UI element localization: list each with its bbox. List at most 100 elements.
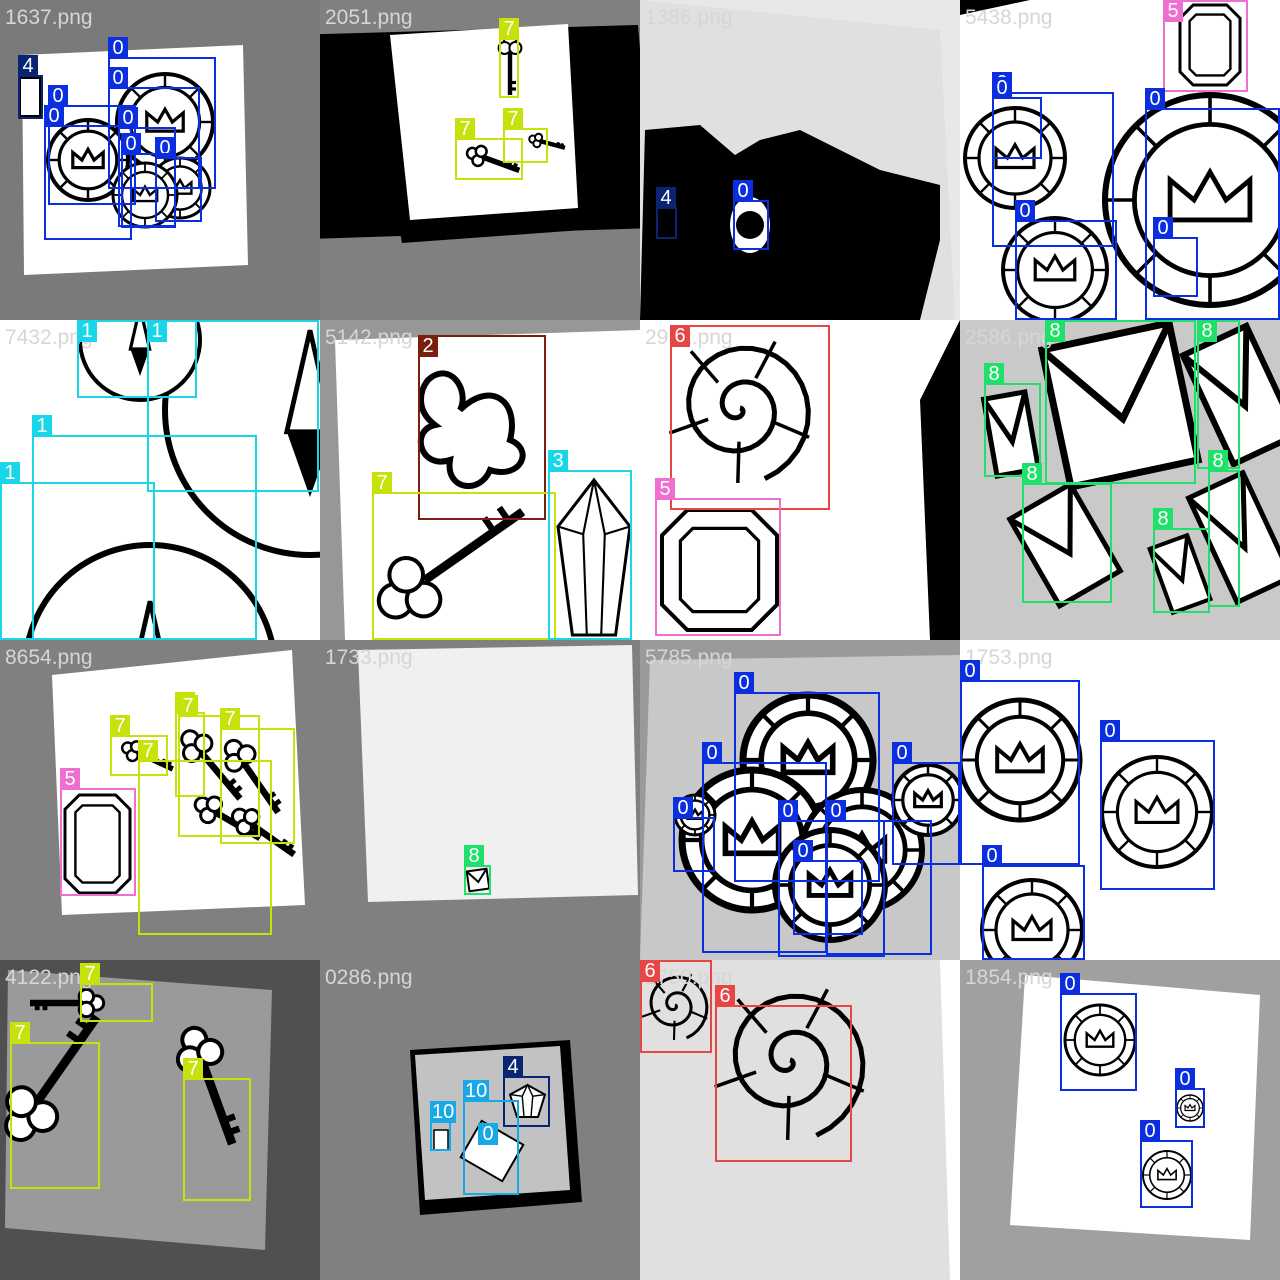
detection-box: 7	[178, 695, 260, 837]
detection-class-label: 8	[1045, 320, 1065, 342]
detection-class-label: 4	[18, 55, 38, 77]
detection-box: 0	[892, 742, 960, 865]
detection-box: 2	[418, 335, 546, 520]
tile-image	[960, 0, 1280, 320]
detection-class-label: 7	[10, 1022, 30, 1044]
detection-class-label: 7	[503, 108, 523, 130]
detection-class-label: 0	[702, 742, 722, 764]
detection-class-label: 8	[1022, 463, 1042, 485]
detection-class-label: 0	[1153, 217, 1173, 239]
detection-class-label: 0	[108, 37, 128, 59]
detection-box: 0	[478, 1123, 498, 1145]
image-tile: 5142.png 2 7 3	[320, 320, 640, 640]
detection-class-label: 0	[778, 800, 798, 822]
detection-box: 0	[1145, 88, 1280, 320]
detection-class-label: 8	[1197, 320, 1217, 342]
detection-class-label: 8	[1153, 508, 1173, 530]
image-tile: 8654.png777775	[0, 640, 320, 960]
detection-class-label: 0	[118, 107, 138, 129]
detection-class-label: 2	[418, 335, 438, 357]
detection-class-label: 0	[734, 672, 754, 694]
detection-box: 0	[982, 845, 1085, 960]
detection-class-label: 0	[673, 797, 693, 819]
detection-box: 0	[108, 67, 200, 189]
tile-image	[640, 320, 960, 640]
detection-class-label: 0	[1140, 1120, 1160, 1142]
detection-class-label: 5	[60, 768, 80, 790]
detection-box: 5	[655, 478, 781, 636]
detection-class-label: 0	[826, 800, 846, 822]
detection-box: 0	[1060, 973, 1137, 1091]
detection-class-label: 1	[32, 415, 52, 437]
tile-image	[960, 640, 1280, 960]
image-tile: 1637.png 4 0 0 0 0 0 0 0	[0, 0, 320, 320]
detection-box: 5	[60, 768, 136, 896]
detection-box: 8	[1022, 463, 1112, 603]
tile-image	[0, 320, 320, 640]
image-tile: 4122.png 7 7 7	[0, 960, 320, 1280]
detection-class-label: 7	[138, 740, 158, 762]
detection-class-label: 0	[48, 85, 68, 107]
detection-box: 0	[44, 105, 132, 240]
detection-box: 8	[464, 845, 491, 895]
detection-box: 0	[734, 672, 880, 882]
detection-box: 8	[1208, 450, 1240, 607]
detection-class-label: 1	[77, 320, 97, 342]
image-tile: 2586.png 8 8 8 8 8 8	[960, 320, 1280, 640]
tile-image	[640, 0, 960, 320]
detection-box: 7	[499, 18, 519, 98]
tile-image	[960, 960, 1280, 1280]
detection-class-label: 7	[183, 1058, 203, 1080]
detection-class-label: 7	[178, 695, 198, 717]
detection-class-label: 7	[455, 118, 475, 140]
detection-class-label: 0	[1060, 973, 1080, 995]
detection-box: 0	[1153, 217, 1198, 297]
detection-class-label: 7	[499, 18, 519, 40]
detection-class-label: 0	[733, 180, 753, 202]
detection-class-label: 0	[892, 742, 912, 764]
detection-box: 7	[80, 963, 153, 1022]
detection-class-label: 0	[1015, 200, 1035, 222]
detection-class-label: 0	[121, 133, 141, 155]
detection-class-label: 0	[478, 1123, 498, 1145]
detection-box: 0	[1015, 200, 1117, 320]
tile-image	[320, 320, 640, 640]
detection-box: 3	[548, 450, 632, 640]
tile-image	[0, 960, 320, 1280]
detection-class-label: 1	[0, 462, 20, 484]
detection-box: 0	[960, 660, 1080, 865]
image-tile: 1733.png 8	[320, 640, 640, 960]
detection-box: 7	[455, 118, 523, 180]
detection-box: 6	[670, 325, 830, 510]
detection-class-label: 6	[715, 985, 735, 1007]
detection-box: 8	[1153, 508, 1210, 613]
detection-box: 4	[18, 55, 43, 119]
detection-box: 0	[121, 133, 176, 228]
detection-class-label: 8	[1208, 450, 1228, 472]
detection-class-label: 0	[1100, 720, 1120, 742]
detection-box: 1	[0, 462, 155, 640]
detection-box: 1	[77, 320, 197, 398]
detection-box: 0	[778, 800, 885, 957]
image-tile: 1753.png 0 0 0	[960, 640, 1280, 960]
detection-box: 7	[183, 1058, 251, 1201]
detection-class-label: 5	[1163, 0, 1183, 22]
tile-image	[960, 320, 1280, 640]
detection-box: 0	[733, 180, 769, 250]
detection-class-label: 7	[80, 963, 100, 985]
detection-class-label: 0	[992, 77, 1012, 99]
detection-box: 8	[1197, 320, 1240, 469]
detection-class-label: 8	[984, 363, 1004, 385]
detection-class-label: 0	[1175, 1068, 1195, 1090]
detection-class-label: 6	[640, 960, 660, 982]
image-tile: 7432.png 1 1 1 1	[0, 320, 320, 640]
detection-class-label: 10	[430, 1101, 457, 1123]
detection-class-label: 1	[147, 320, 167, 342]
detection-class-label: 0	[793, 840, 813, 862]
image-tile: 2051.png 7 7 7	[320, 0, 640, 320]
tile-image	[320, 640, 640, 960]
detection-class-label: 7	[372, 472, 392, 494]
detection-box: 5	[1163, 0, 1248, 92]
detection-class-label: 4	[656, 187, 676, 209]
